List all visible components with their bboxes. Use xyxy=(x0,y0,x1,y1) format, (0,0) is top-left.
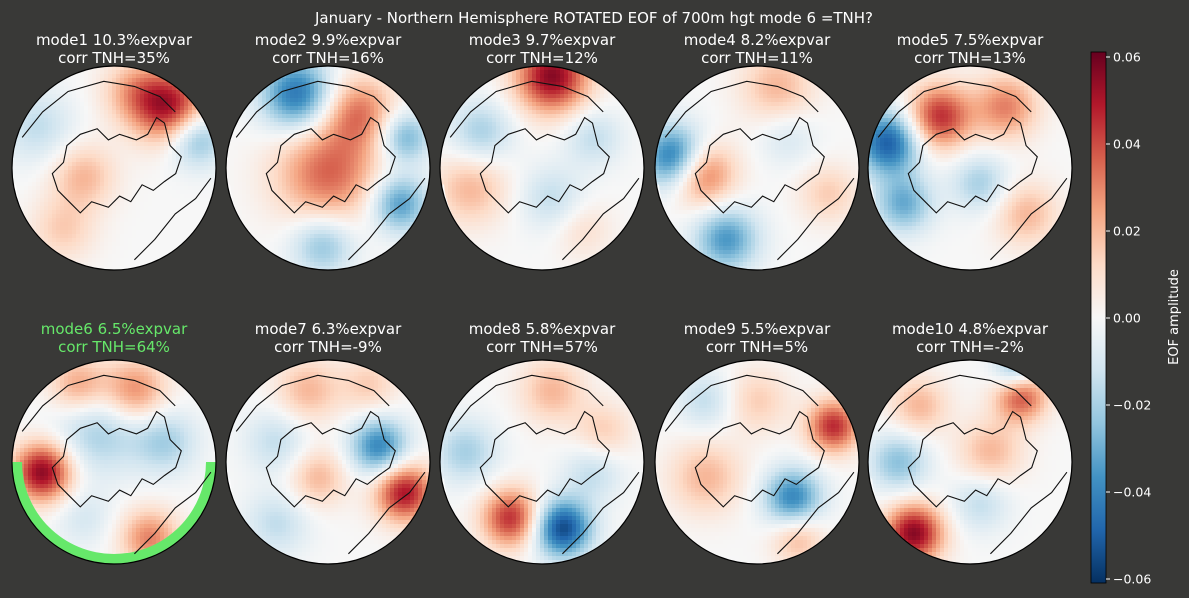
colorbar-gradient xyxy=(1090,51,1107,584)
panel-title: mode5 7.5%expvar xyxy=(897,31,1044,49)
map-boundary xyxy=(867,359,1073,565)
panel-corr-label: corr TNH=5% xyxy=(706,338,808,356)
panel-corr-label: corr TNH=57% xyxy=(486,338,598,356)
panel-corr-label: corr TNH=-9% xyxy=(274,338,382,356)
coastline xyxy=(694,116,825,214)
map-boundary xyxy=(11,359,217,565)
coastline xyxy=(907,116,1038,214)
panel-title: mode1 10.3%expvar xyxy=(36,31,193,49)
map-boundary xyxy=(225,65,431,271)
panel-title: mode9 5.5%expvar xyxy=(684,320,831,338)
eof-field-map xyxy=(655,360,859,564)
panel-corr-label: corr TNH=-2% xyxy=(916,338,1024,356)
eof-field-map xyxy=(226,66,430,270)
colorbar-tick-label: −0.02 xyxy=(1113,398,1151,413)
colorbar-ticks: 0.06 0.04 0.02 0.00 −0.02 −0.04 −0.06 xyxy=(1106,50,1151,587)
map-boundary xyxy=(225,359,431,565)
panel-title: mode6 6.5%expvar xyxy=(41,320,188,338)
colorbar-label: EOF amplitude xyxy=(1167,269,1182,365)
panel-title: mode3 9.7%expvar xyxy=(469,31,616,49)
eof-field-map xyxy=(226,360,430,564)
eof-field-map xyxy=(868,66,1072,270)
eof-field-map xyxy=(655,66,859,270)
coastline xyxy=(479,410,610,508)
panel-title: mode10 4.8%expvar xyxy=(892,320,1049,338)
coastline xyxy=(479,116,610,214)
figure-title: January - Northern Hemisphere ROTATED EO… xyxy=(314,9,873,27)
coastline xyxy=(694,410,825,508)
coastline xyxy=(907,410,1038,508)
panel-title: mode4 8.2%expvar xyxy=(684,31,831,49)
panel-corr-label: corr TNH=16% xyxy=(272,49,384,67)
coastline xyxy=(51,410,182,508)
coastline xyxy=(265,116,396,214)
panel-corr-label: corr TNH=12% xyxy=(486,49,598,67)
eof-field-map xyxy=(868,360,1072,564)
colorbar-tick-label: 0.02 xyxy=(1113,224,1141,239)
colorbar: 0.06 0.04 0.02 0.00 −0.02 −0.04 −0.06 EOF ampl… xyxy=(1090,50,1182,587)
panel-corr-label: corr TNH=11% xyxy=(701,49,813,67)
map-boundary xyxy=(439,359,645,565)
panel-corr-label: corr TNH=13% xyxy=(914,49,1026,67)
map-boundary xyxy=(439,65,645,271)
coastline xyxy=(265,410,396,508)
panel-corr-label: corr TNH=35% xyxy=(58,49,170,67)
eof-field-map xyxy=(440,66,644,270)
colorbar-tick-label: 0.04 xyxy=(1113,137,1141,152)
colorbar-tick-label: −0.04 xyxy=(1113,485,1151,500)
panel-title: mode7 6.3%expvar xyxy=(255,320,402,338)
eof-field-map xyxy=(12,66,216,270)
colorbar-tick-label: 0.06 xyxy=(1113,50,1141,65)
panel-title: mode2 9.9%expvar xyxy=(255,31,402,49)
panel-corr-label: corr TNH=64% xyxy=(58,338,170,356)
map-boundary xyxy=(867,65,1073,271)
colorbar-tick-label: −0.06 xyxy=(1113,572,1151,587)
coastline xyxy=(51,116,182,214)
map-boundary xyxy=(11,65,217,271)
eof-field-map xyxy=(440,360,644,564)
map-boundary xyxy=(654,65,860,271)
panel-title: mode8 5.8%expvar xyxy=(469,320,616,338)
colorbar-tick-label: 0.00 xyxy=(1113,311,1141,326)
map-boundary xyxy=(654,359,860,565)
